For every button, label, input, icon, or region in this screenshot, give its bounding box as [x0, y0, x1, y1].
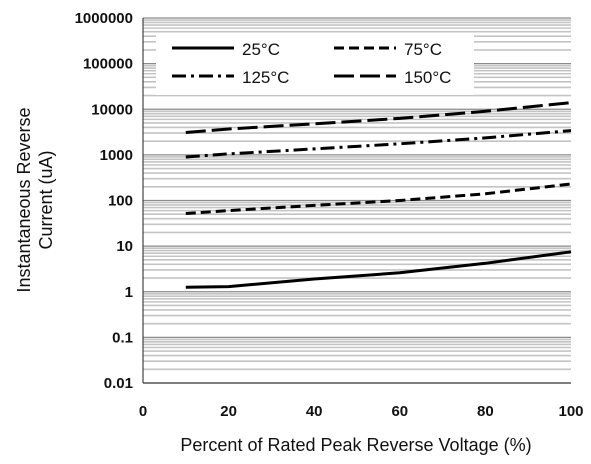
series-line-4 [185, 101, 572, 134]
y-tick-label: 10000 [91, 101, 133, 118]
axes [142, 18, 571, 384]
x-tick-label: 40 [306, 403, 323, 420]
x-tick-label: 60 [391, 403, 408, 420]
series-line-1 [185, 250, 572, 289]
legend-box [156, 35, 474, 95]
y-axis-title-line-2: Current (uA) [36, 150, 56, 249]
x-tick-label: 80 [477, 403, 494, 420]
tick-labels: 0.01 0.1 1 10 100 1000 10000 100000 1000000 0 20 40… [75, 10, 584, 420]
y-tick-label: 100000 [83, 56, 133, 73]
series-lines [185, 101, 572, 289]
x-tick-label: 20 [220, 403, 237, 420]
legend-label-1: 25°C [242, 40, 280, 59]
series-line-3 [185, 129, 572, 159]
legend: 25°C 75°C 125°C 150°C [156, 35, 474, 95]
series-line-2 [185, 182, 572, 215]
x-tick-label: 0 [139, 403, 147, 420]
y-tick-label: 10 [116, 238, 133, 255]
y-axis-title-line-1: Instantaneous Reverse [14, 107, 34, 292]
gridlines [143, 17, 571, 384]
legend-label-3: 125°C [242, 68, 289, 87]
x-axis-title: Percent of Rated Peak Reverse Voltage (%… [180, 435, 531, 455]
y-tick-label: 1000000 [75, 10, 133, 27]
y-tick-label: 100 [108, 193, 133, 210]
y-tick-label: 1 [125, 284, 133, 301]
x-tick-label: 100 [558, 403, 583, 420]
y-tick-label: 1000 [100, 147, 133, 164]
y-tick-label: 0.01 [104, 375, 133, 392]
y-tick-label: 0.1 [112, 329, 133, 346]
legend-label-2: 75°C [404, 40, 442, 59]
legend-label-4: 150°C [404, 68, 451, 87]
